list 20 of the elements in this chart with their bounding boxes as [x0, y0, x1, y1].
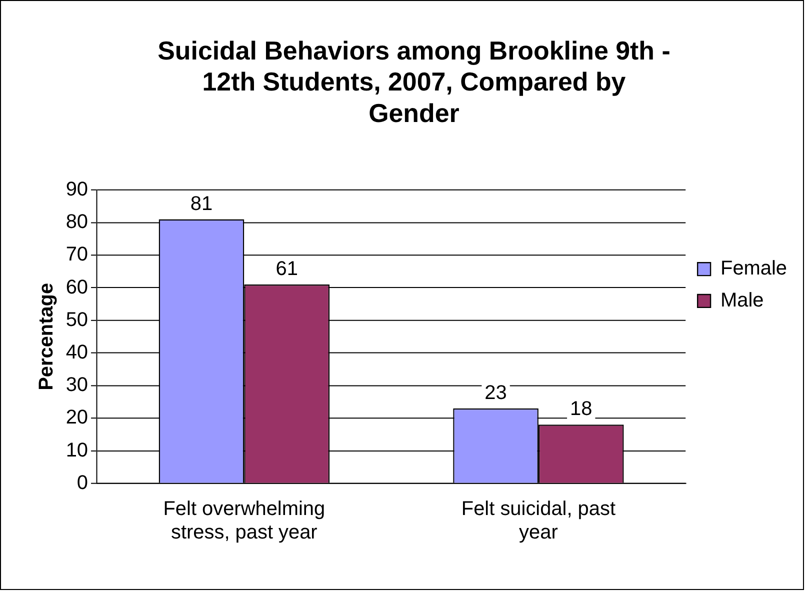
- chart-title: Suicidal Behaviors among Brookline 9th - 12th Students, 2007, Compared by Gender: [158, 38, 670, 128]
- y-tick-label: 10: [66, 439, 88, 462]
- y-tick-label: 80: [66, 211, 88, 234]
- y-tick-label: 0: [76, 472, 88, 494]
- data-label: 18: [570, 398, 592, 420]
- x-tick-label: Felt suicidal, past year: [461, 498, 616, 544]
- y-tick-label: 70: [66, 244, 88, 266]
- x-tick-label: Felt overwhelming stress, past year: [163, 498, 326, 544]
- legend-label: Female: [720, 258, 788, 280]
- y-axis-title: Percentage: [35, 282, 58, 390]
- y-tick-label: 20: [66, 406, 88, 429]
- y-tick-label: 40: [66, 341, 88, 364]
- data-label: 61: [276, 258, 298, 280]
- y-tick-label: 30: [66, 374, 88, 396]
- legend-label: Male: [720, 289, 764, 312]
- data-label: 81: [190, 192, 213, 215]
- y-tick-label: 60: [66, 276, 88, 298]
- data-label: 23: [484, 382, 507, 404]
- y-tick-label: 50: [66, 308, 88, 331]
- y-tick-label: 90: [66, 178, 88, 200]
